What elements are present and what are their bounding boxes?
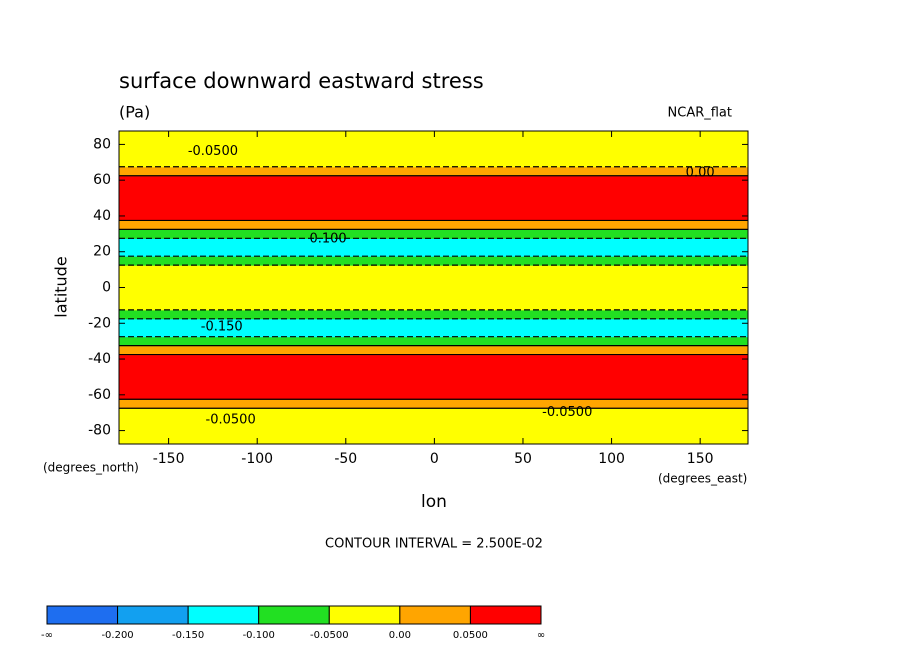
x-tick-label: 50 <box>514 451 532 467</box>
colorbar-label: ∞ <box>537 630 545 641</box>
units: (Pa) <box>119 103 150 122</box>
contour-band <box>119 274 748 284</box>
x-tick-label: 150 <box>687 451 714 467</box>
colorbar-box <box>399 605 471 625</box>
contour-band <box>119 131 748 141</box>
contour-band <box>119 256 748 266</box>
contour-band <box>119 139 748 150</box>
contour-band <box>119 265 748 275</box>
colorbar-label: 0.0500 <box>453 630 488 641</box>
x-axis-label: lon <box>421 492 447 512</box>
colorbar-box <box>117 605 189 625</box>
contour-band <box>119 399 748 409</box>
colorbar-label: -0.150 <box>172 630 204 641</box>
contour-band <box>119 238 748 248</box>
y-tick-label: 20 <box>93 244 111 260</box>
contour-band <box>119 345 748 356</box>
y-tick-label: -60 <box>88 387 111 403</box>
x-tick-label: -150 <box>153 451 185 467</box>
x-tick-label: 0 <box>430 451 439 467</box>
contour-band <box>119 229 748 239</box>
colorbar-box <box>187 605 260 625</box>
contour-band <box>119 175 748 186</box>
contour-band <box>119 390 748 400</box>
contour-label: -0.0500 <box>542 405 592 420</box>
colorbar-label: -∞ <box>41 630 53 641</box>
contour-band <box>119 336 748 347</box>
contour-band <box>119 184 748 195</box>
x-tick-label: -50 <box>334 451 357 467</box>
contour-note: CONTOUR INTERVAL = 2.500E-02 <box>325 537 543 552</box>
contour-band <box>119 202 748 212</box>
y-tick-label: -80 <box>88 423 111 439</box>
colorbar-box <box>258 605 330 625</box>
contour-label: -0.150 <box>201 319 243 334</box>
colorbar-label: -0.0500 <box>310 630 349 641</box>
y-tick-label: -20 <box>88 315 111 331</box>
y-tick-label: 60 <box>93 172 111 188</box>
y-tick-label: -40 <box>88 351 111 367</box>
contour-label: 0.00 <box>686 166 715 181</box>
contour-band <box>119 372 748 382</box>
contour-band <box>119 211 748 221</box>
source: NCAR_flat <box>668 106 732 121</box>
contour-band <box>119 327 748 338</box>
contour-band <box>119 435 748 445</box>
colorbar-box <box>46 605 119 625</box>
contour-band <box>119 363 748 373</box>
contour-band <box>119 354 748 365</box>
y-tick-label: 40 <box>93 208 111 224</box>
colorbar-box <box>469 605 542 625</box>
colorbar-label: -0.200 <box>101 630 133 641</box>
contour-band <box>119 193 748 204</box>
contour-band <box>119 309 748 320</box>
x-tick-label: -100 <box>241 451 273 467</box>
colorbar-label: -0.100 <box>243 630 275 641</box>
y-tick-label: 0 <box>102 280 111 296</box>
chart-title: surface downward eastward stress <box>119 69 484 93</box>
y-axis-label: latitude <box>52 256 71 317</box>
contour-label: 0.100 <box>309 232 346 247</box>
contour-band <box>119 157 748 168</box>
colorbar-label: 0.00 <box>389 630 411 641</box>
x-units: (degrees_east) <box>658 472 747 486</box>
colorbar-box <box>328 605 401 625</box>
contour-band <box>119 220 748 230</box>
x-tick-label: 100 <box>598 451 625 467</box>
contour-band <box>119 381 748 391</box>
contour-band <box>119 300 748 311</box>
contour-band <box>119 291 748 302</box>
contour-band <box>119 318 748 329</box>
contour-band <box>119 166 748 177</box>
contour-band <box>119 408 748 418</box>
y-tick-label: 80 <box>93 136 111 152</box>
contour-band <box>119 148 748 159</box>
contour-label: -0.0500 <box>188 144 238 159</box>
contour-label: -0.0500 <box>206 412 256 427</box>
contour-band <box>119 426 748 436</box>
contour-band <box>119 247 748 257</box>
contour-band <box>119 283 748 293</box>
y-units: (degrees_north) <box>43 461 139 475</box>
contour-band <box>119 417 748 427</box>
